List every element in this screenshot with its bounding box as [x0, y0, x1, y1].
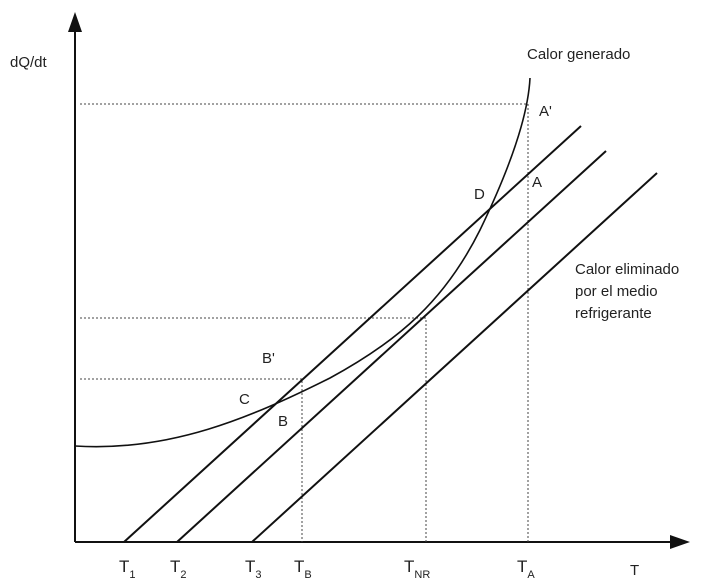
x-axis-label: T	[630, 562, 639, 579]
removed-heat-label-line-2: por el medio	[575, 283, 658, 300]
point-c-label: C	[239, 391, 250, 408]
heat-removed-lines	[123, 125, 658, 543]
point-a-label: A	[532, 174, 542, 191]
removed-heat-label-line-1: Calor eliminado	[575, 261, 679, 278]
x-tick-labels: T1 T2 T3 TB TNR TA	[119, 557, 535, 581]
tick-t2: T2	[170, 557, 187, 581]
heat-generated-curve	[74, 77, 531, 448]
tick-ta: TA	[517, 557, 535, 581]
tick-tb: TB	[294, 557, 312, 581]
guide-lines	[80, 103, 529, 542]
axes	[68, 12, 690, 549]
point-d-label: D	[474, 186, 485, 203]
tick-t3: T3	[245, 557, 262, 581]
removed-heat-label-line-3: refrigerante	[575, 305, 652, 322]
point-b-label: B	[278, 413, 288, 430]
heat-removed-line-t1	[123, 125, 582, 543]
guide-b-prime	[80, 378, 303, 542]
guide-a-prime	[80, 103, 529, 542]
y-axis-arrow-icon	[68, 12, 82, 32]
x-axis-arrow-icon	[670, 535, 690, 549]
guide-t-nr	[80, 317, 427, 542]
heat-removed-line-t3	[251, 172, 658, 543]
tick-tnr: TNR	[404, 557, 430, 581]
y-axis-label: dQ/dt	[10, 54, 48, 71]
generated-heat-label: Calor generado	[527, 46, 630, 63]
point-b-prime-label: B'	[262, 350, 275, 367]
point-a-prime-label: A'	[539, 103, 552, 120]
heat-removed-line-t2	[176, 150, 607, 543]
tick-t1: T1	[119, 557, 136, 581]
